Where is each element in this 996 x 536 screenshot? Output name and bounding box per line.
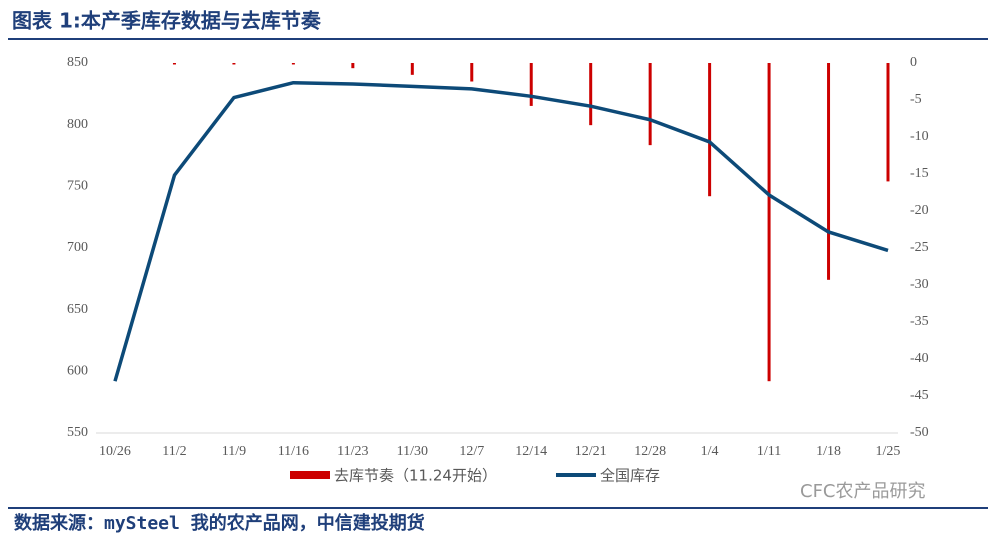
watermark: CFC农产品研究 bbox=[800, 481, 926, 502]
y2-tick-label: -30 bbox=[910, 277, 929, 292]
source: 数据来源：mySteel 我的农产品网，中信建投期货 bbox=[14, 512, 425, 534]
x-tick-label: 12/14 bbox=[515, 444, 547, 459]
x-tick-label: 1/18 bbox=[816, 444, 841, 459]
line bbox=[113, 80, 889, 382]
chart-title: 图表 1:本产季库存数据与去库节奏 bbox=[12, 9, 322, 33]
y2-tick-label: -5 bbox=[910, 92, 922, 107]
y2-tick-label: -20 bbox=[910, 203, 929, 218]
y-tick-label: 850 bbox=[67, 55, 88, 70]
y2-tick-label: -25 bbox=[910, 240, 929, 255]
y2-tick-label: -10 bbox=[910, 129, 929, 144]
y2-tick-label: -50 bbox=[910, 425, 929, 440]
y-tick-label: 750 bbox=[67, 179, 88, 194]
bar bbox=[708, 63, 712, 197]
bar bbox=[470, 63, 474, 82]
bar bbox=[172, 63, 176, 65]
y2-tick-label: -45 bbox=[910, 388, 929, 403]
y-tick-label: 550 bbox=[67, 425, 88, 440]
y2-tick-label: -35 bbox=[910, 314, 929, 329]
x-tick-label: 12/28 bbox=[634, 444, 666, 459]
y-tick-label: 800 bbox=[67, 117, 88, 132]
y-tick-label: 650 bbox=[67, 302, 88, 317]
y-tick-label: 600 bbox=[67, 364, 88, 379]
y2-tick-label: -40 bbox=[910, 351, 929, 366]
bar bbox=[589, 63, 593, 126]
x-tick-label: 11/30 bbox=[397, 444, 428, 459]
bar bbox=[291, 63, 295, 65]
x-tick-label: 1/4 bbox=[701, 444, 719, 459]
x-tick-label: 12/7 bbox=[459, 444, 484, 459]
x-tick-label: 11/16 bbox=[278, 444, 309, 459]
bar bbox=[232, 63, 236, 65]
bar bbox=[648, 63, 652, 146]
bar bbox=[410, 63, 414, 75]
x-tick-label: 10/26 bbox=[99, 444, 131, 459]
bar bbox=[827, 63, 831, 280]
legend-swatch bbox=[290, 471, 330, 479]
y-tick-label: 700 bbox=[67, 240, 88, 255]
bar bbox=[351, 63, 355, 69]
bar bbox=[767, 63, 771, 382]
x-tick-label: 11/2 bbox=[162, 444, 186, 459]
bar bbox=[886, 63, 890, 182]
x-tick-label: 11/9 bbox=[222, 444, 246, 459]
x-tick-label: 11/23 bbox=[337, 444, 368, 459]
x-tick-label: 12/21 bbox=[575, 444, 607, 459]
bar bbox=[529, 63, 533, 106]
y2-tick-label: -15 bbox=[910, 166, 929, 181]
legend-label: 全国库存 bbox=[600, 467, 660, 485]
y2-tick-label: 0 bbox=[910, 55, 917, 70]
legend-label: 去库节奏（11.24开始） bbox=[334, 467, 497, 485]
x-tick-label: 1/11 bbox=[757, 444, 781, 459]
x-tick-label: 1/25 bbox=[876, 444, 901, 459]
